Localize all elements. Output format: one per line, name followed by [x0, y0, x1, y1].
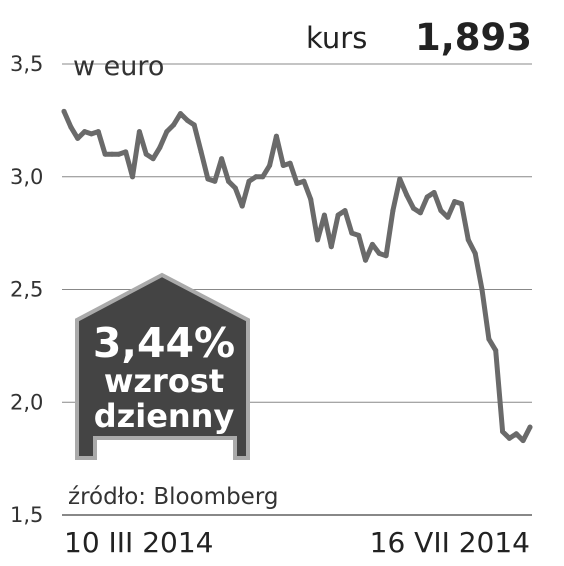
y-tick-label: 3,0	[10, 165, 43, 189]
unit-label: w euro	[73, 51, 164, 82]
x-end-date: 16 VII 2014	[370, 526, 530, 559]
data-point	[513, 431, 519, 437]
kurs-value: 1,893	[415, 16, 532, 59]
data-point	[376, 250, 382, 256]
y-tick-label: 1,5	[10, 503, 43, 527]
data-point	[472, 250, 478, 256]
data-point	[527, 424, 533, 430]
data-point	[68, 124, 74, 130]
data-point	[445, 214, 451, 220]
data-point	[452, 199, 458, 205]
data-point	[404, 192, 410, 198]
data-point	[479, 287, 485, 292]
data-point	[191, 122, 197, 128]
data-point	[205, 176, 211, 182]
data-point	[239, 203, 245, 209]
badge-percent: 3,44%	[93, 319, 235, 367]
data-point	[198, 149, 204, 155]
data-point	[219, 156, 225, 162]
data-point	[184, 117, 190, 123]
data-point	[363, 257, 368, 263]
data-point	[116, 151, 122, 157]
badge-line-1: wzrost	[104, 362, 224, 400]
data-point	[253, 174, 259, 180]
data-point	[465, 237, 471, 243]
data-point	[308, 196, 314, 202]
data-point	[315, 237, 321, 243]
data-point	[178, 111, 183, 117]
data-point	[226, 178, 231, 184]
data-point	[411, 205, 416, 211]
data-point	[390, 208, 396, 214]
badge-line-2: dzienny	[94, 397, 235, 435]
data-point	[459, 201, 464, 207]
data-point	[102, 151, 108, 157]
data-point	[123, 149, 129, 155]
source-label: źródło: Bloomberg	[68, 484, 278, 510]
data-point	[246, 178, 252, 184]
data-point	[506, 435, 512, 441]
up-arrow-badge	[75, 272, 250, 460]
data-point	[417, 210, 423, 216]
y-tick-label: 2,5	[10, 278, 43, 302]
data-point	[273, 133, 279, 139]
data-point	[500, 429, 506, 435]
data-point	[328, 244, 334, 250]
data-point	[82, 129, 88, 135]
y-tick-label: 3,5	[10, 52, 43, 76]
data-point	[342, 208, 348, 214]
data-point	[383, 253, 389, 259]
data-point	[232, 185, 238, 191]
data-point	[431, 190, 437, 195]
data-point	[301, 178, 307, 184]
data-point	[424, 194, 430, 200]
data-point	[397, 176, 403, 182]
kurs-label: kurs	[306, 21, 367, 55]
data-point	[335, 212, 341, 218]
data-point	[369, 241, 375, 247]
data-point	[486, 336, 492, 342]
daily-change-badge: 3,44% wzrost dzienny	[75, 272, 250, 460]
y-axis-tick-labels: 3,5 3,0 2,5 2,0 1,5	[10, 52, 43, 527]
data-point	[349, 230, 355, 236]
data-point	[88, 131, 94, 137]
data-point	[130, 174, 135, 180]
data-point	[260, 174, 266, 180]
data-point	[438, 208, 444, 214]
data-point	[164, 129, 170, 135]
data-point	[212, 178, 218, 184]
data-point	[493, 347, 499, 353]
data-point	[520, 438, 526, 444]
data-point	[150, 156, 156, 162]
data-point	[75, 135, 81, 141]
data-point	[143, 151, 149, 157]
data-point	[267, 163, 273, 168]
data-point	[171, 122, 177, 128]
data-point	[157, 144, 163, 150]
data-point	[136, 129, 142, 135]
data-point	[287, 160, 293, 166]
data-point	[61, 108, 67, 114]
data-point	[356, 232, 362, 238]
data-point	[321, 212, 327, 218]
data-point	[109, 151, 115, 157]
y-tick-label: 2,0	[10, 390, 43, 414]
data-point	[294, 181, 300, 186]
data-point	[95, 129, 101, 135]
data-point	[280, 163, 286, 168]
x-start-date: 10 III 2014	[64, 526, 213, 559]
data-points	[61, 108, 533, 444]
